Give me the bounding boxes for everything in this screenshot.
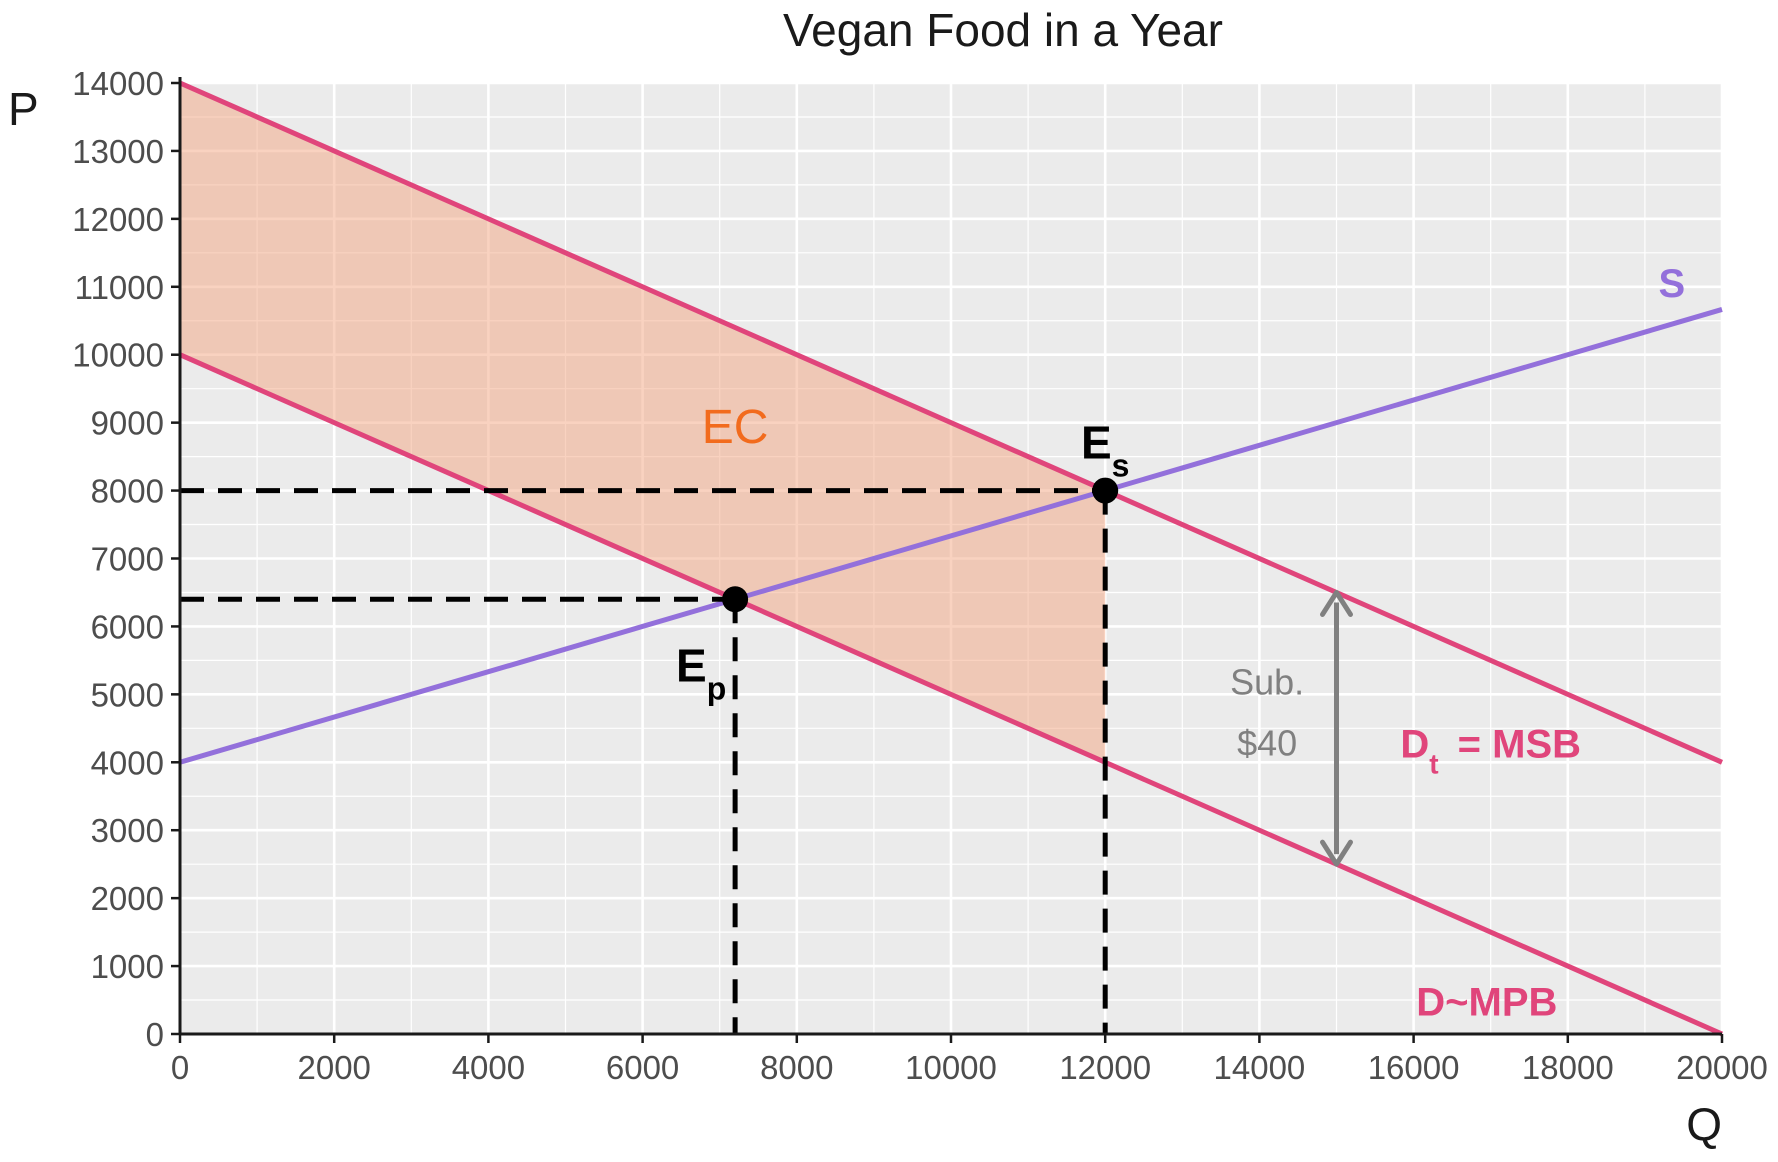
msb-label: Dt = MSB (1400, 723, 1581, 780)
x-tick-label: 4000 (452, 1049, 525, 1086)
y-tick-label: 14000 (72, 65, 164, 102)
series-line-1 (178, 80, 1724, 765)
plot-area: 0 2000 4000 6000 8000 10000 12000 14000 16000 180… (72, 65, 1768, 1086)
y-axis-label: P (8, 83, 39, 135)
series-line-0 (179, 307, 1723, 765)
x-tick-label: 12000 (1059, 1049, 1151, 1086)
x-tick-label: 20000 (1676, 1049, 1768, 1086)
mpb-label: D~MPB (1416, 981, 1557, 1025)
y-tick-label: 3000 (91, 812, 164, 849)
series-line-2 (178, 352, 1724, 1037)
y-tick-label: 6000 (91, 608, 164, 645)
subsidy-label-line2: $40 (1237, 722, 1297, 763)
equilibrium-label: Es (1081, 417, 1129, 484)
subsidy-arrow-head-top (1320, 589, 1353, 617)
y-tick-label: 4000 (91, 744, 164, 781)
x-tick-label: 6000 (606, 1049, 679, 1086)
y-tick-label: 1000 (91, 948, 164, 985)
y-tick-label: 13000 (72, 133, 164, 170)
y-tick-label: 10000 (72, 337, 164, 374)
y-tick-label: 2000 (91, 880, 164, 917)
ec-shaded-region (180, 83, 1106, 763)
subsidy-arrow-head-bottom (1320, 839, 1353, 867)
x-tick-label: 8000 (760, 1049, 833, 1086)
y-tick-label: 11000 (75, 269, 164, 306)
x-axis-label: Q (1686, 1098, 1722, 1150)
supply-label: S (1659, 262, 1686, 306)
x-tick-label: 18000 (1522, 1049, 1614, 1086)
x-tick-label: 14000 (1214, 1049, 1306, 1086)
x-tick-label: 10000 (905, 1049, 997, 1086)
y-tick-label: 0 (146, 1016, 164, 1053)
subsidy-label-line1: Sub. (1230, 661, 1304, 702)
x-tick-label: 2000 (297, 1049, 370, 1086)
y-tick-label: 8000 (91, 473, 164, 510)
equilibrium-point (722, 586, 749, 613)
ec-label: EC (702, 401, 769, 454)
chart-title: Vegan Food in a Year (783, 4, 1223, 56)
y-tick-label: 9000 (91, 405, 164, 442)
y-tick-label: 5000 (91, 676, 164, 713)
equilibrium-point (1092, 477, 1119, 504)
y-tick-label: 7000 (91, 541, 164, 578)
x-tick-label: 16000 (1368, 1049, 1460, 1086)
x-tick-label: 0 (171, 1049, 189, 1086)
y-tick-label: 12000 (72, 201, 164, 238)
equilibrium-label: Ep (676, 639, 726, 706)
